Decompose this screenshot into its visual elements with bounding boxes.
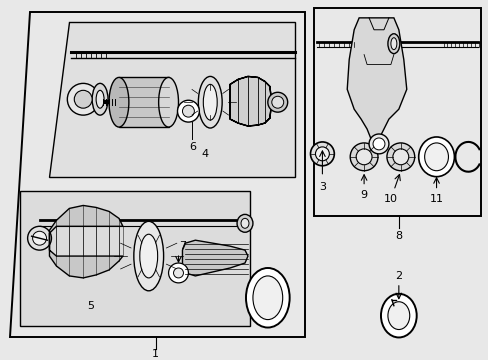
Text: 6: 6 <box>188 142 196 152</box>
Text: 2: 2 <box>394 271 402 281</box>
Ellipse shape <box>418 137 453 177</box>
Circle shape <box>168 263 188 283</box>
Polygon shape <box>49 206 122 278</box>
Polygon shape <box>314 8 480 216</box>
Text: 7: 7 <box>179 241 185 251</box>
Polygon shape <box>182 240 247 276</box>
Polygon shape <box>49 22 294 177</box>
Ellipse shape <box>92 84 108 115</box>
Text: 5: 5 <box>87 301 95 311</box>
Polygon shape <box>230 76 271 126</box>
Circle shape <box>28 226 51 250</box>
Ellipse shape <box>96 90 104 108</box>
Text: 3: 3 <box>318 181 325 192</box>
Polygon shape <box>10 12 304 337</box>
Circle shape <box>67 84 99 115</box>
Ellipse shape <box>134 221 163 291</box>
Polygon shape <box>346 18 406 149</box>
Ellipse shape <box>387 302 409 329</box>
Circle shape <box>349 143 377 171</box>
Circle shape <box>173 268 183 278</box>
Ellipse shape <box>140 234 157 278</box>
Ellipse shape <box>109 77 129 127</box>
Circle shape <box>372 138 384 150</box>
Ellipse shape <box>198 76 222 128</box>
Ellipse shape <box>387 34 399 54</box>
Text: 9: 9 <box>360 189 367 199</box>
Circle shape <box>355 149 371 165</box>
Ellipse shape <box>390 38 396 50</box>
Circle shape <box>267 92 287 112</box>
Ellipse shape <box>380 294 416 337</box>
Text: 1: 1 <box>152 349 159 359</box>
Ellipse shape <box>424 143 447 171</box>
Text: 11: 11 <box>428 194 443 203</box>
Circle shape <box>368 134 388 154</box>
Circle shape <box>74 90 92 108</box>
Text: 8: 8 <box>394 231 402 241</box>
Circle shape <box>33 231 46 245</box>
Circle shape <box>315 147 329 161</box>
Circle shape <box>392 149 408 165</box>
Circle shape <box>177 100 199 122</box>
Ellipse shape <box>245 268 289 328</box>
Ellipse shape <box>203 84 217 120</box>
Ellipse shape <box>158 77 178 127</box>
Ellipse shape <box>241 219 248 228</box>
Circle shape <box>386 143 414 171</box>
Polygon shape <box>20 190 249 325</box>
Polygon shape <box>119 77 168 127</box>
Circle shape <box>271 96 283 108</box>
Text: 4: 4 <box>202 149 208 159</box>
Circle shape <box>310 142 334 166</box>
Text: 10: 10 <box>383 194 397 203</box>
Circle shape <box>182 105 194 117</box>
Ellipse shape <box>252 276 282 320</box>
Ellipse shape <box>237 215 252 232</box>
